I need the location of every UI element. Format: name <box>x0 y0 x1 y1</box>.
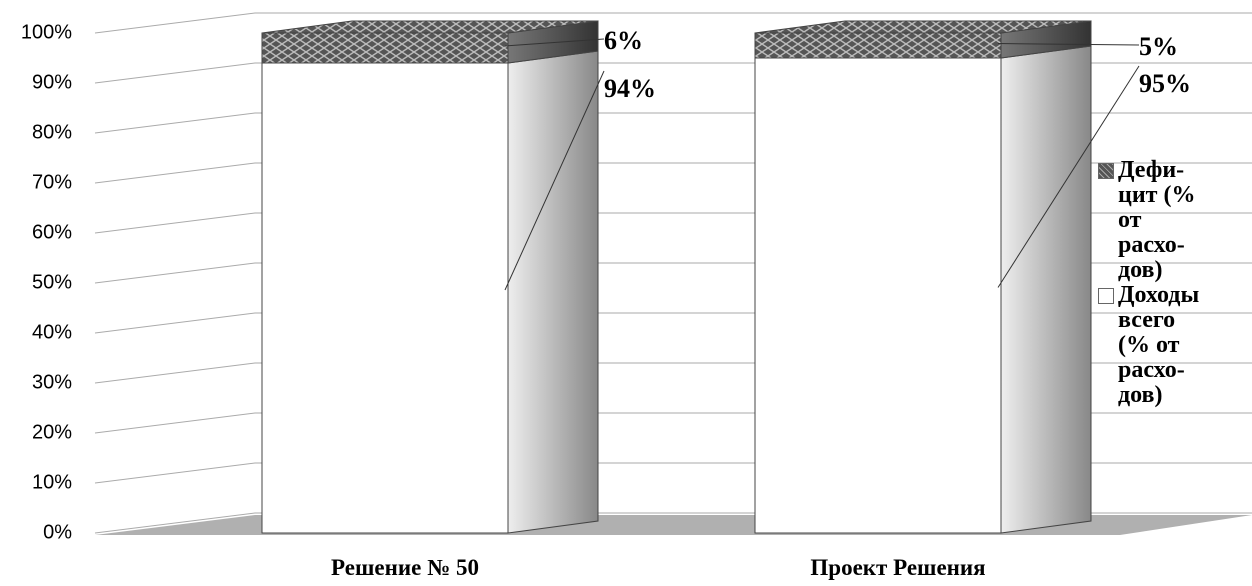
leader-line <box>504 70 605 291</box>
bar-segment <box>261 50 599 534</box>
y-tick-label: 40% <box>32 321 72 343</box>
leader-line <box>504 38 605 47</box>
legend-item: Доходы всего (% от расхо- дов) <box>1098 283 1199 408</box>
y-tick-label: 100% <box>21 21 72 43</box>
y-tick-label: 90% <box>32 71 72 93</box>
value-label: 6% <box>604 26 643 55</box>
bar-side <box>507 50 599 534</box>
bar-top <box>261 20 599 34</box>
y-tick-label: 20% <box>32 421 72 443</box>
bar-front <box>754 32 1002 59</box>
leader-line <box>997 65 1140 288</box>
value-label: 95% <box>1139 69 1191 98</box>
bar-segment <box>754 45 1092 534</box>
legend-item: Дефи- цит (% от расхо- дов) <box>1098 158 1199 283</box>
legend-swatch <box>1098 163 1114 179</box>
bar-segment <box>754 20 1092 59</box>
y-tick-label: 60% <box>32 221 72 243</box>
bar-front <box>754 57 1002 534</box>
x-tick-label: Решение № 50 <box>331 555 479 580</box>
bar-top <box>754 20 1092 34</box>
grid-line <box>94 12 1252 34</box>
y-tick-label: 10% <box>32 471 72 493</box>
legend-swatch <box>1098 288 1114 304</box>
legend-label: Доходы всего (% от расхо- дов) <box>1118 282 1200 408</box>
value-label: 5% <box>1139 32 1178 61</box>
leader-line <box>997 43 1140 46</box>
bar-side <box>1000 45 1092 534</box>
legend: Дефи- цит (% от расхо- дов) Доходы всего … <box>1098 158 1199 408</box>
bar-front <box>261 32 509 64</box>
y-tick-label: 50% <box>32 271 72 293</box>
bar-front <box>261 62 509 534</box>
value-label: 94% <box>604 74 656 103</box>
y-tick-label: 80% <box>32 121 72 143</box>
x-tick-label: Проект Решения <box>810 555 985 580</box>
bar-segment <box>261 20 599 64</box>
y-tick-label: 70% <box>32 171 72 193</box>
legend-label: Дефи- цит (% от расхо- дов) <box>1118 157 1196 283</box>
y-tick-label: 0% <box>43 521 72 543</box>
y-tick-label: 30% <box>32 371 72 393</box>
